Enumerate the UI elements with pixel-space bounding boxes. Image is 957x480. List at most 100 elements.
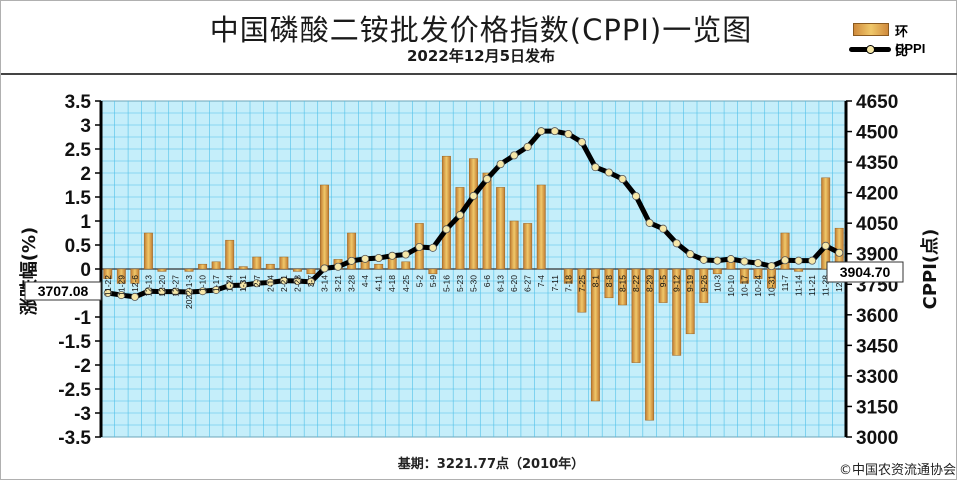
x-tick-label: 1-17 — [211, 275, 221, 292]
point-6-6 — [483, 174, 492, 183]
x-tick-label: 9-26 — [699, 275, 709, 292]
left-tick-label: 3 — [80, 116, 91, 137]
bar-7-4 — [536, 184, 546, 270]
bar-10-24 — [753, 268, 763, 279]
x-tick-label: 7-18 — [563, 275, 573, 292]
point-6-13 — [496, 160, 505, 169]
point-2-21 — [279, 276, 288, 285]
bar-12-20 — [157, 268, 167, 272]
legend-label-change: 环比 — [895, 24, 909, 58]
point-2022-1-3 — [185, 288, 194, 297]
bar-8-1 — [590, 268, 600, 402]
right-tick-label: 4200 — [856, 184, 898, 205]
x-tick-label: 12-6 — [130, 275, 140, 292]
x-tick-label: 11-29 — [116, 275, 126, 296]
right-axis-label: CPPI(点) — [919, 229, 941, 310]
combo-chart: 11-22 11-29 12-6 12-13 12-20 12-27 2022-1-3 1-1… — [18, 92, 941, 449]
point-10-10 — [726, 255, 735, 264]
point-11-21 — [808, 256, 817, 265]
x-tick-label: 10-24 — [753, 275, 763, 297]
point-12-13 — [144, 287, 153, 296]
point-11-29 — [117, 291, 126, 300]
point-10-17 — [740, 257, 749, 266]
x-tick-label: 1-31 — [238, 275, 248, 292]
x-tick-label: 12-13 — [143, 275, 153, 297]
bar-5-16 — [441, 155, 451, 270]
point-9-19 — [686, 250, 695, 259]
point-10-3 — [713, 256, 722, 265]
x-tick-label: 11-22 — [103, 275, 113, 296]
bar-9-26 — [699, 268, 709, 303]
x-tick-label: 9-12 — [672, 275, 682, 292]
point-4-4 — [361, 254, 370, 263]
bar-11-29 — [116, 268, 126, 284]
x-tick-label: 3-28 — [347, 275, 357, 292]
point-8-22 — [632, 192, 641, 201]
bar-8-15 — [618, 268, 627, 306]
point-1-17 — [212, 285, 221, 294]
bar-8-8 — [604, 268, 614, 299]
x-tick-label: 10-3 — [712, 275, 722, 292]
bar-1-31 — [238, 266, 248, 270]
x-tick-label: 6-6 — [482, 275, 492, 288]
bar-11-22 — [103, 268, 113, 279]
x-tick-label: 1-24 — [225, 275, 235, 292]
bar-10-3 — [712, 268, 722, 275]
point-4-25 — [401, 250, 410, 259]
bar-6-27 — [523, 223, 533, 270]
x-tick-label: 5-23 — [455, 275, 465, 292]
bar-5-9 — [428, 268, 438, 275]
x-tick-label: 5-16 — [441, 275, 451, 292]
point-8-29 — [645, 218, 654, 227]
marker-series — [103, 127, 844, 301]
legend-marker-swatch — [866, 45, 875, 54]
point-10-31 — [767, 262, 776, 271]
left-tick-label: 2 — [80, 164, 91, 185]
bar-7-25 — [577, 268, 587, 313]
bar-6-6 — [482, 172, 492, 270]
x-tick-label: 3-14 — [320, 275, 330, 292]
left-tick-label: -2.5 — [58, 380, 91, 401]
point-3-14 — [320, 264, 329, 273]
left-tick-label: 0.5 — [65, 236, 92, 257]
x-tick-label: 7-4 — [536, 275, 546, 288]
point-1-10 — [198, 287, 207, 296]
x-tick-label: 10-10 — [726, 275, 736, 297]
point-8-8 — [604, 168, 613, 177]
bar-1-24 — [225, 239, 235, 270]
x-tick-label: 4-25 — [401, 275, 411, 292]
point-5-16 — [442, 225, 451, 234]
x-tick-label: 5-30 — [469, 275, 479, 292]
x-tick-label: 10-31 — [767, 275, 777, 297]
x-tick-label: 8-22 — [631, 275, 641, 292]
grid-lines — [100, 100, 847, 438]
right-axis-ticks: 4650450043504200405039003750360034503300… — [846, 92, 898, 449]
point-4-18 — [388, 251, 397, 260]
point-7-4 — [537, 127, 546, 136]
left-tick-label: 3.5 — [65, 92, 92, 113]
bar-2-7 — [252, 256, 262, 270]
bar-9-12 — [672, 268, 682, 356]
x-tick-label: 2-28 — [292, 275, 302, 292]
x-tick-label: 4-18 — [387, 275, 397, 292]
data-label-start-box: 3707.08 — [24, 281, 102, 301]
right-tick-label: 3300 — [856, 367, 898, 388]
x-tick-label: 2-7 — [252, 275, 262, 288]
point-11-7 — [781, 256, 790, 265]
right-tick-label: 3600 — [856, 306, 898, 327]
x-tick-label: 1-10 — [198, 275, 208, 292]
point-4-11 — [374, 254, 383, 263]
header-divider — [1, 73, 957, 75]
left-tick-label: 2.5 — [65, 140, 92, 161]
x-tick-label: 4-11 — [374, 275, 384, 292]
point-12-20 — [157, 287, 166, 296]
left-tick-label: -3 — [74, 404, 91, 425]
left-tick-label: 0 — [80, 260, 91, 281]
right-tick-label: 3000 — [856, 428, 898, 449]
point-1-24 — [225, 281, 234, 290]
right-tick-label: 4350 — [856, 153, 898, 174]
x-tick-label: 11-7 — [780, 275, 790, 292]
data-label-start: 3707.08 — [38, 283, 89, 299]
bar-8-29 — [645, 268, 655, 421]
